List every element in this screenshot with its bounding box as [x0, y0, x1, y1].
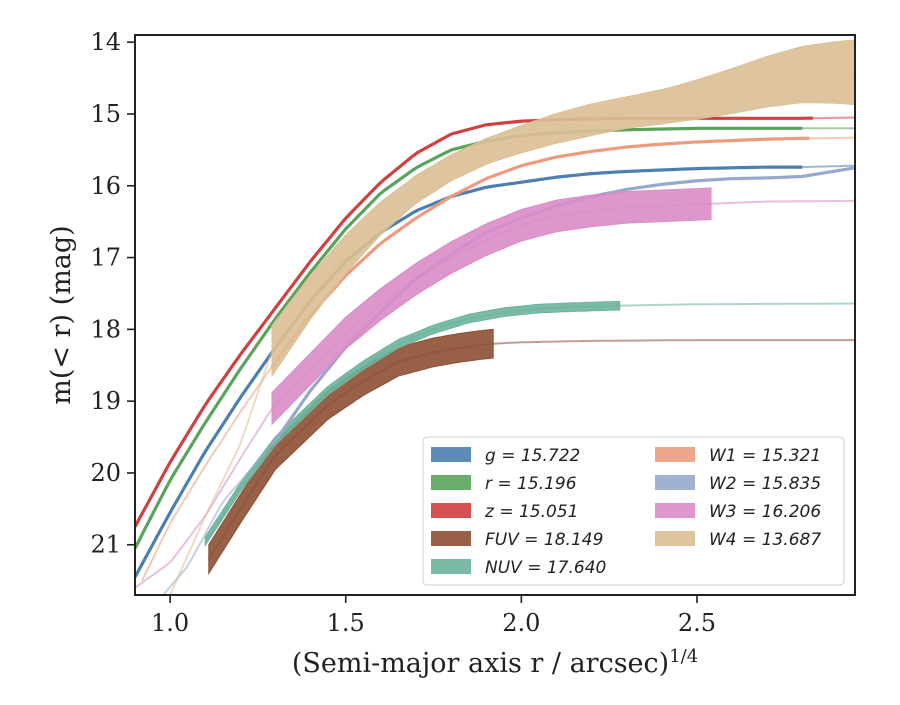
legend-label: W4 = 13.687	[709, 530, 821, 550]
x-tick-label-1.5: 1.5	[327, 609, 365, 637]
y-tick-label-21: 21	[90, 531, 121, 559]
legend: g = 15.722 r = 15.196 z = 15.051 FUV = 18.1…	[422, 436, 845, 586]
legend-swatch	[655, 531, 695, 546]
series-line	[135, 165, 803, 578]
y-axis-label: m(< r) (mag)	[46, 225, 77, 404]
x-tick-label-1.0: 1.0	[151, 609, 189, 637]
legend-label: r = 15.196	[485, 474, 577, 494]
y-tick-label-20: 20	[90, 459, 121, 487]
y-tick-label-19: 19	[90, 387, 121, 415]
y-tick-label-15: 15	[90, 100, 121, 128]
series-0	[135, 164, 855, 578]
y-tick-label-18: 18	[90, 315, 121, 343]
legend-label: NUV = 17.640	[485, 558, 606, 578]
series-7	[135, 187, 855, 589]
legend-label: z = 15.051	[484, 502, 578, 522]
series-4	[204, 300, 855, 548]
plot-area	[135, 39, 855, 595]
series-band	[271, 39, 855, 378]
y-tick-label-14: 14	[90, 28, 121, 56]
x-axis-label: (Semi-major axis r / arcsec)1/4	[292, 646, 698, 679]
legend-label: W3 = 16.206	[709, 502, 821, 522]
series-line	[135, 126, 803, 550]
series-band	[204, 300, 621, 548]
y-tick-label-16: 16	[90, 172, 121, 200]
legend-box	[422, 436, 845, 586]
series-line	[270, 136, 810, 368]
legend-swatch	[431, 559, 471, 574]
series-band	[271, 187, 712, 426]
legend-swatch	[655, 447, 695, 462]
legend-swatch	[655, 503, 695, 518]
y-tick-label-17: 17	[90, 244, 121, 272]
legend-swatch	[431, 447, 471, 462]
legend-label: FUV = 18.149	[485, 530, 603, 550]
axes: 1.0 1.5 2.0 2.5 14 15 16 17 18 19 20 21	[90, 28, 856, 637]
x-tick-label-2.0: 2.0	[502, 609, 540, 637]
legend-label: W2 = 15.835	[709, 474, 821, 494]
series-8	[169, 39, 855, 595]
legend-swatch	[431, 531, 471, 546]
legend-swatch	[431, 475, 471, 490]
legend-label: g = 15.722	[485, 446, 580, 466]
plot-frame	[134, 34, 856, 596]
legend-swatch	[655, 475, 695, 490]
legend-label: W1 = 15.321	[709, 446, 821, 466]
x-tick-label-2.5: 2.5	[678, 609, 716, 637]
legend-swatch	[431, 503, 471, 518]
